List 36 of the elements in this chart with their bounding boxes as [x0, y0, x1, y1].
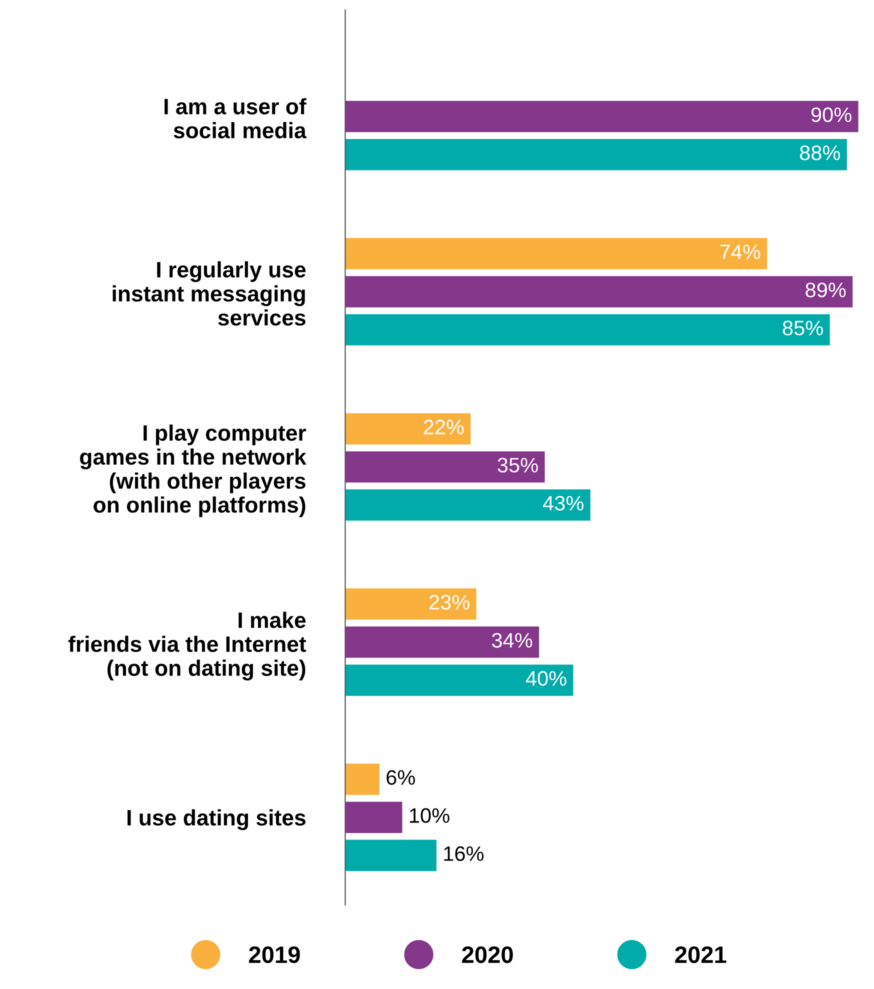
legend-label: 2020: [462, 946, 513, 964]
bar: [345, 276, 853, 308]
bar: [345, 764, 380, 795]
y-tick-label: I am a user of social media: [164, 98, 306, 138]
bar: [345, 451, 545, 483]
bar: [345, 314, 830, 346]
bar: [345, 238, 768, 270]
data-label: 23%: [430, 594, 470, 610]
data-label: 88%: [800, 145, 840, 160]
y-tick-label: I use dating sites: [128, 809, 306, 830]
y-tick-label: I make friends via the Internet (not on dating site): [68, 612, 306, 680]
data-label: 22%: [424, 420, 464, 434]
data-label: 35%: [498, 458, 538, 473]
y-tick-label: I play computer games in the network (with other players on online platforms): [80, 424, 306, 518]
data-label: 6%: [386, 770, 415, 785]
data-label: 40%: [526, 671, 566, 686]
y-tick-label: I regularly use instant messaging services: [112, 261, 306, 326]
bar: [345, 840, 436, 872]
bar: [345, 413, 471, 444]
bar: [345, 802, 402, 833]
bar: [345, 588, 476, 620]
legend-label: 2019: [249, 946, 300, 964]
data-label: 74%: [720, 244, 760, 260]
bar: [345, 489, 590, 521]
data-label: 90%: [811, 107, 852, 122]
bar: [345, 626, 540, 658]
data-label: 16%: [444, 846, 484, 862]
legend-label: 2021: [675, 946, 726, 964]
bar: [345, 139, 847, 170]
data-label: 85%: [782, 320, 823, 336]
bar: [345, 664, 574, 696]
data-label: 34%: [492, 632, 532, 648]
data-label: 43%: [543, 496, 584, 511]
data-label: 10%: [410, 808, 450, 823]
data-label: 89%: [806, 282, 846, 298]
bar: [345, 100, 858, 132]
